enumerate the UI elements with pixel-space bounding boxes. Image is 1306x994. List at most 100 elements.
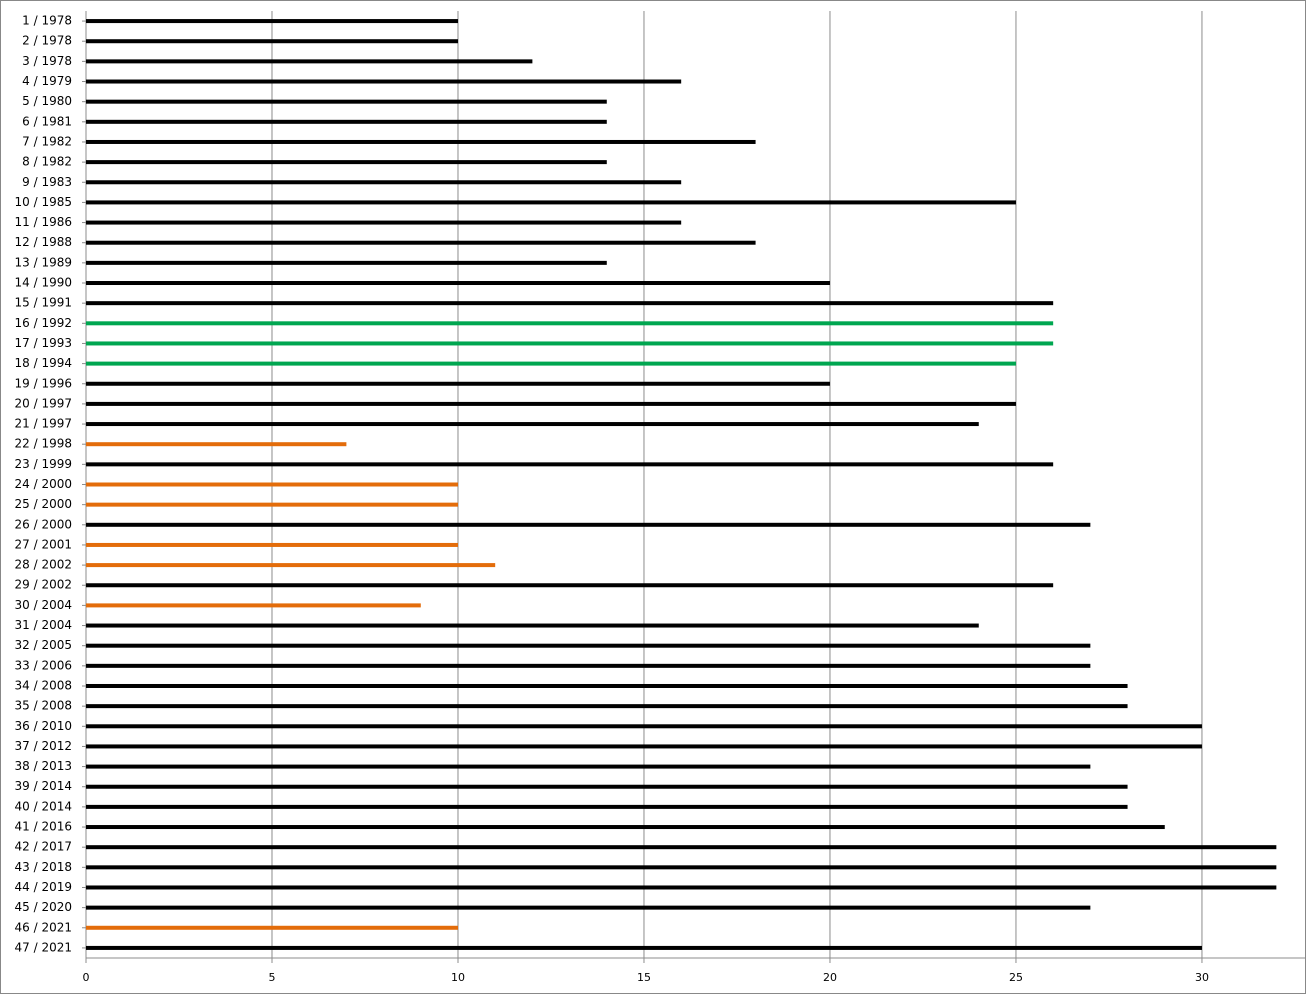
bar bbox=[86, 39, 458, 44]
y-tick-label: 27 / 2001 bbox=[15, 537, 72, 551]
y-tick-label: 38 / 2013 bbox=[15, 759, 72, 773]
bar bbox=[86, 945, 1202, 950]
y-tick-label: 19 / 1996 bbox=[15, 376, 72, 390]
bar bbox=[86, 180, 682, 185]
bar bbox=[86, 422, 979, 427]
bar bbox=[86, 139, 756, 144]
bar bbox=[86, 321, 1054, 326]
y-tick-label: 32 / 2005 bbox=[15, 638, 72, 652]
bar bbox=[86, 240, 756, 245]
bar bbox=[86, 522, 1091, 527]
y-tick-label: 17 / 1993 bbox=[15, 336, 72, 350]
y-tick-label: 4 / 1979 bbox=[22, 74, 72, 88]
bar bbox=[86, 260, 607, 265]
bar bbox=[86, 804, 1128, 809]
y-tick-label: 13 / 1989 bbox=[15, 255, 72, 269]
x-tick-label: 25 bbox=[1009, 971, 1023, 984]
bar bbox=[86, 885, 1277, 890]
y-tick-label: 12 / 1988 bbox=[15, 235, 72, 249]
y-tick-label: 11 / 1986 bbox=[15, 215, 72, 229]
y-tick-label: 34 / 2008 bbox=[15, 678, 72, 692]
y-tick-label: 44 / 2019 bbox=[15, 880, 72, 894]
y-tick-label: 9 / 1983 bbox=[22, 175, 72, 189]
bar bbox=[86, 542, 458, 547]
x-tick-label: 30 bbox=[1195, 971, 1209, 984]
y-tick-label: 14 / 1990 bbox=[15, 276, 72, 290]
y-tick-label: 10 / 1985 bbox=[15, 195, 72, 209]
y-tick-label: 2 / 1978 bbox=[22, 34, 72, 48]
y-tick-label: 41 / 2016 bbox=[15, 820, 72, 834]
bar bbox=[86, 462, 1054, 467]
bar bbox=[86, 704, 1128, 709]
y-tick-label: 5 / 1980 bbox=[22, 94, 72, 108]
y-tick-label: 18 / 1994 bbox=[15, 356, 72, 370]
x-tick-label: 5 bbox=[268, 971, 275, 984]
y-tick-label: 8 / 1982 bbox=[22, 155, 72, 169]
y-tick-label: 43 / 2018 bbox=[15, 860, 72, 874]
y-tick-label: 21 / 1997 bbox=[15, 417, 72, 431]
bar bbox=[86, 220, 682, 225]
bar bbox=[86, 865, 1277, 870]
y-tick-label: 23 / 1999 bbox=[15, 457, 72, 471]
y-tick-label: 37 / 2012 bbox=[15, 739, 72, 753]
y-tick-label: 33 / 2006 bbox=[15, 658, 72, 672]
bar bbox=[86, 99, 607, 104]
y-tick-label: 28 / 2002 bbox=[15, 558, 72, 572]
bar bbox=[86, 341, 1054, 346]
bar bbox=[86, 19, 458, 24]
bar bbox=[86, 281, 830, 286]
x-tick-label: 15 bbox=[637, 971, 651, 984]
y-tick-label: 36 / 2010 bbox=[15, 719, 72, 733]
y-tick-label: 15 / 1991 bbox=[15, 296, 72, 310]
bar bbox=[86, 200, 1016, 205]
bar bbox=[86, 825, 1165, 830]
bar bbox=[86, 502, 458, 507]
y-tick-label: 30 / 2004 bbox=[15, 598, 72, 612]
bar bbox=[86, 925, 458, 930]
y-tick-label: 16 / 1992 bbox=[15, 316, 72, 330]
y-tick-label: 29 / 2002 bbox=[15, 578, 72, 592]
y-tick-label: 1 / 1978 bbox=[22, 14, 72, 28]
bar bbox=[86, 401, 1016, 406]
y-tick-label: 26 / 2000 bbox=[15, 517, 72, 531]
bar bbox=[86, 482, 458, 487]
bar bbox=[86, 683, 1128, 688]
bar bbox=[86, 79, 682, 84]
y-tick-label: 40 / 2014 bbox=[15, 799, 72, 813]
bar bbox=[86, 784, 1128, 789]
y-tick-label: 35 / 2008 bbox=[15, 699, 72, 713]
y-tick-label: 7 / 1982 bbox=[22, 134, 72, 148]
x-tick-label: 10 bbox=[451, 971, 465, 984]
x-tick-label: 0 bbox=[83, 971, 90, 984]
y-tick-label: 22 / 1998 bbox=[15, 437, 72, 451]
bar bbox=[86, 603, 421, 608]
bar bbox=[86, 643, 1091, 648]
y-tick-label: 3 / 1978 bbox=[22, 54, 72, 68]
y-tick-label: 6 / 1981 bbox=[22, 114, 72, 128]
bar bbox=[86, 663, 1091, 668]
bar bbox=[86, 301, 1054, 306]
bar bbox=[86, 361, 1016, 366]
y-tick-label: 31 / 2004 bbox=[15, 618, 72, 632]
y-tick-label: 39 / 2014 bbox=[15, 779, 72, 793]
y-tick-label: 45 / 2020 bbox=[15, 900, 72, 914]
bar bbox=[86, 583, 1054, 588]
bar bbox=[86, 563, 496, 568]
y-tick-label: 20 / 1997 bbox=[15, 396, 72, 410]
bar bbox=[86, 160, 607, 165]
y-tick-label: 42 / 2017 bbox=[15, 840, 72, 854]
x-tick-label: 20 bbox=[823, 971, 837, 984]
bar bbox=[86, 59, 533, 64]
bar bbox=[86, 442, 347, 447]
y-tick-label: 24 / 2000 bbox=[15, 477, 72, 491]
y-tick-label: 46 / 2021 bbox=[15, 920, 72, 934]
bar bbox=[86, 724, 1202, 729]
bar bbox=[86, 623, 979, 628]
bar bbox=[86, 845, 1277, 850]
bar bbox=[86, 119, 607, 124]
bar bbox=[86, 764, 1091, 769]
bar bbox=[86, 381, 830, 386]
bar bbox=[86, 905, 1091, 910]
y-tick-label: 25 / 2000 bbox=[15, 497, 72, 511]
